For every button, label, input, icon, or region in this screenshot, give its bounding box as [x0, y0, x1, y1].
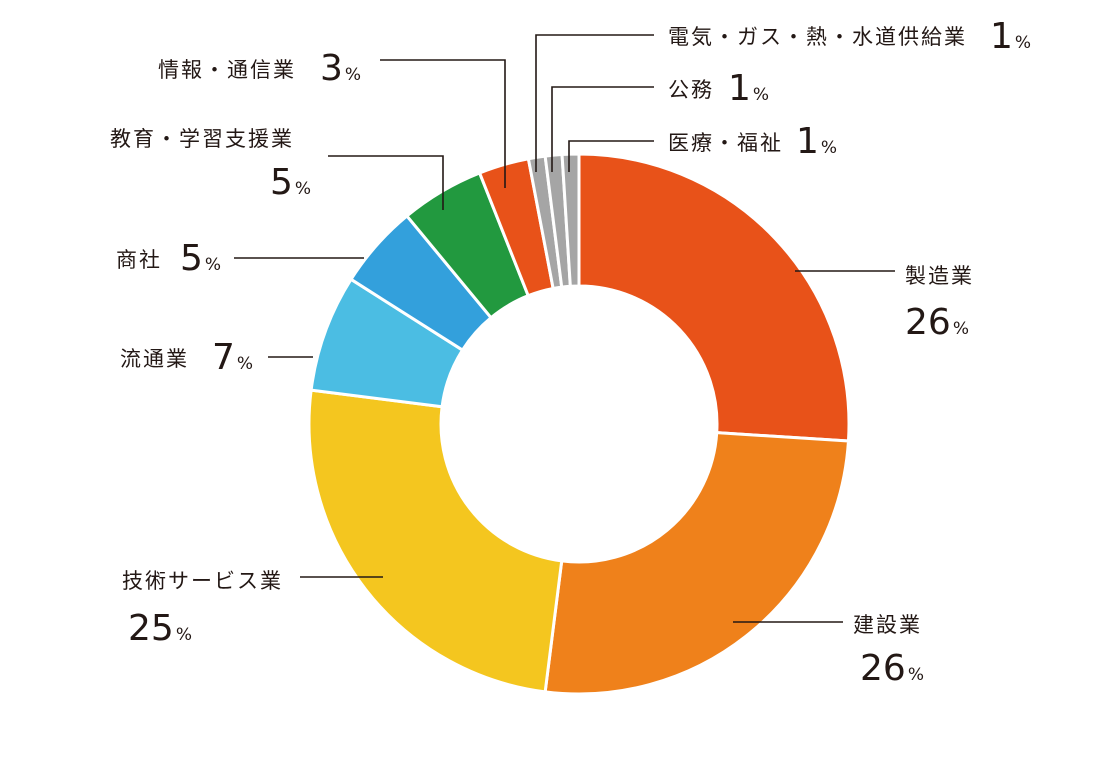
label-public-service-name: 公務 — [668, 78, 714, 102]
leader-it-telecom — [380, 59, 506, 188]
label-construction: 建設業 26% — [853, 613, 924, 689]
label-manufacturing-value: 26% — [905, 302, 969, 343]
slice-manufacturing — [577, 152, 851, 443]
label-medical-welfare-value: 1% — [796, 121, 837, 162]
label-utilities-value: 1% — [990, 16, 1031, 57]
label-construction-name: 建設業 — [853, 613, 922, 637]
label-trading-name: 商社 — [116, 248, 162, 272]
label-education-value: 5% — [270, 162, 311, 203]
label-education: 教育・学習支援業 5% — [110, 127, 311, 203]
label-construction-value: 26% — [860, 648, 924, 689]
leader-utilities — [535, 34, 654, 172]
slice-construction — [543, 431, 850, 696]
label-trading: 商社 5% — [116, 238, 221, 279]
label-distribution: 流通業 7% — [120, 337, 253, 378]
label-distribution-name: 流通業 — [120, 347, 189, 371]
label-utilities-name: 電気・ガス・熱・水道供給業 — [668, 25, 967, 49]
leader-medical-welfare — [568, 140, 654, 172]
slice-medical-welfare — [560, 152, 581, 288]
label-it-telecom: 情報・通信業 3% — [158, 48, 361, 89]
slice-technical-services — [307, 388, 564, 694]
label-public-service-value: 1% — [728, 68, 769, 109]
label-public-service: 公務 1% — [668, 68, 769, 109]
label-manufacturing: 製造業 26% — [905, 264, 974, 343]
label-technical-services-value: 25% — [128, 608, 192, 649]
label-medical-welfare-name: 医療・福祉 — [668, 131, 783, 155]
slices-group — [307, 152, 851, 696]
label-medical-welfare: 医療・福祉 1% — [668, 121, 837, 162]
leader-lines-group — [234, 34, 895, 623]
label-utilities: 電気・ガス・熱・水道供給業 1% — [668, 16, 1031, 57]
label-manufacturing-name: 製造業 — [905, 264, 974, 288]
label-it-telecom-value: 3% — [320, 48, 361, 89]
leader-public-service — [551, 86, 654, 172]
label-trading-value: 5% — [180, 238, 221, 279]
label-technical-services: 技術サービス業 25% — [122, 569, 283, 649]
leader-education — [328, 155, 444, 210]
label-it-telecom-name: 情報・通信業 — [158, 58, 296, 82]
label-distribution-value: 7% — [212, 337, 253, 378]
label-technical-services-name: 技術サービス業 — [122, 569, 283, 593]
label-education-name: 教育・学習支援業 — [110, 127, 294, 151]
